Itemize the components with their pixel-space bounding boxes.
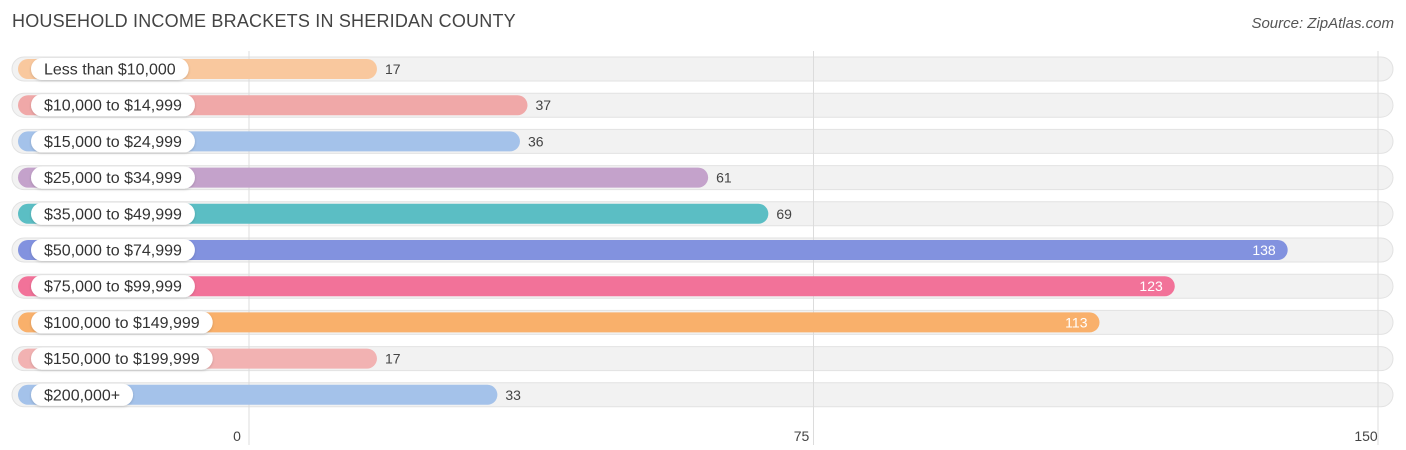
value-label: 17 xyxy=(385,351,401,367)
bar xyxy=(18,276,1175,297)
bar xyxy=(18,203,769,224)
category-label-pill xyxy=(31,58,189,80)
x-tick-label: 75 xyxy=(794,428,810,444)
category-label-pill xyxy=(31,166,195,189)
value-label: 138 xyxy=(1252,242,1276,258)
value-label: 123 xyxy=(1139,278,1163,294)
bar xyxy=(18,384,498,405)
bar xyxy=(18,240,1288,260)
value-label: 17 xyxy=(385,61,401,77)
chart-title: HOUSEHOLD INCOME BRACKETS IN SHERIDAN CO… xyxy=(12,11,516,31)
category-label-pill xyxy=(31,239,195,261)
category-label: $25,000 to $34,999 xyxy=(44,170,182,187)
category-label: $100,000 to $149,999 xyxy=(44,315,200,332)
value-label: 36 xyxy=(528,133,544,149)
category-label-pill xyxy=(31,311,213,334)
category-label: Less than $10,000 xyxy=(44,62,176,79)
category-label: $150,000 to $199,999 xyxy=(44,351,200,368)
category-label: $15,000 to $24,999 xyxy=(44,134,182,151)
category-label-pill xyxy=(31,383,134,406)
chart-source: Source: ZipAtlas.com xyxy=(1251,15,1394,32)
category-label-pill xyxy=(31,347,213,370)
category-label-pill xyxy=(31,94,195,117)
category-label: $10,000 to $14,999 xyxy=(44,98,182,115)
x-tick-label: 150 xyxy=(1354,428,1378,444)
value-label: 33 xyxy=(505,387,521,403)
category-label-pill xyxy=(31,275,195,298)
x-tick-label: 0 xyxy=(233,428,241,444)
category-label: $35,000 to $49,999 xyxy=(44,206,182,223)
category-label: $200,000+ xyxy=(44,387,120,404)
value-label: 37 xyxy=(535,97,551,113)
category-label-pill xyxy=(31,202,195,225)
category-label: $50,000 to $74,999 xyxy=(44,243,182,260)
category-label: $75,000 to $99,999 xyxy=(44,279,182,296)
bar xyxy=(18,312,1100,333)
category-label-pill xyxy=(31,130,195,153)
value-label: 113 xyxy=(1065,314,1088,330)
value-label: 69 xyxy=(776,206,792,222)
value-label: 61 xyxy=(716,170,732,186)
